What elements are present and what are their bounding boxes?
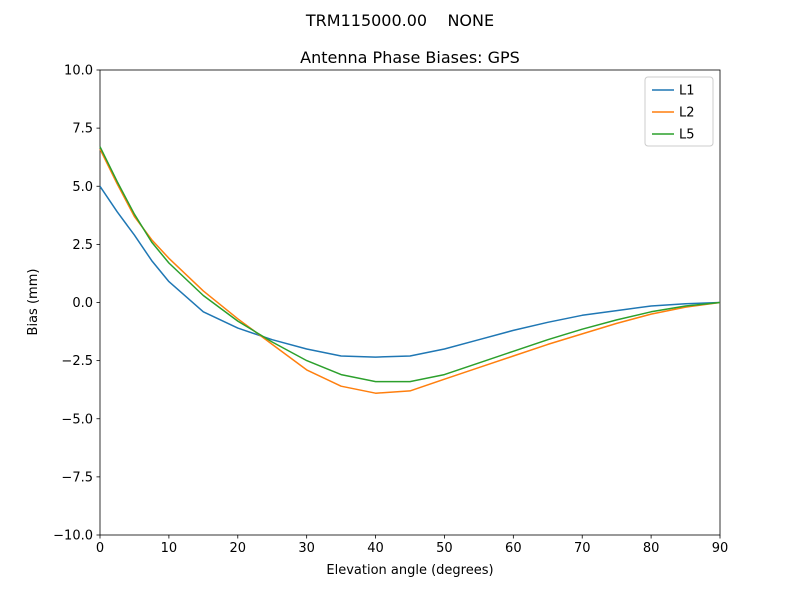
chart-title: Antenna Phase Biases: GPS bbox=[300, 48, 520, 67]
x-axis-tick-label: 90 bbox=[712, 541, 729, 556]
legend-label-L5: L5 bbox=[679, 128, 695, 143]
y-axis-tick-label: 2.5 bbox=[72, 238, 93, 253]
figure-suptitle: TRM115000.00 NONE bbox=[305, 11, 495, 30]
y-axis-tick-label: −10.0 bbox=[53, 529, 93, 544]
y-axis-label: Bias (mm) bbox=[26, 269, 41, 336]
y-axis-tick-label: −7.5 bbox=[61, 470, 93, 485]
chart-generated-layer: 0 10 20 30 40 50 60 70 80 90 −10.0 −7.5 −5.0 −2.5 0.0 2… bbox=[53, 64, 728, 557]
series-line-L1 bbox=[99, 185, 721, 358]
x-axis-tick-label: 10 bbox=[161, 541, 178, 556]
x-axis-tick-label: 0 bbox=[96, 541, 104, 556]
y-axis-tick-label: −2.5 bbox=[61, 354, 93, 369]
series-line-L5 bbox=[99, 146, 721, 383]
x-axis-tick-label: 70 bbox=[574, 541, 591, 556]
x-axis-tick-label: 50 bbox=[436, 541, 453, 556]
x-axis-tick-label: 30 bbox=[298, 541, 315, 556]
x-axis-tick-label: 20 bbox=[230, 541, 247, 556]
y-axis-tick-label: 0.0 bbox=[72, 296, 93, 311]
series-line-L2 bbox=[99, 148, 721, 394]
y-axis-tick-label: 5.0 bbox=[72, 180, 93, 195]
legend-label-L1: L1 bbox=[679, 84, 695, 99]
x-axis-label: Elevation angle (degrees) bbox=[326, 563, 493, 578]
y-axis-tick-label: −5.0 bbox=[61, 412, 93, 427]
y-axis-tick-label: 10.0 bbox=[64, 64, 93, 79]
legend-box bbox=[644, 76, 714, 147]
x-axis-tick-label: 60 bbox=[505, 541, 522, 556]
x-axis-tick-label: 80 bbox=[643, 541, 660, 556]
y-axis-tick-label: 7.5 bbox=[72, 122, 93, 137]
legend-label-L2: L2 bbox=[679, 106, 695, 121]
x-axis-tick-label: 40 bbox=[367, 541, 384, 556]
